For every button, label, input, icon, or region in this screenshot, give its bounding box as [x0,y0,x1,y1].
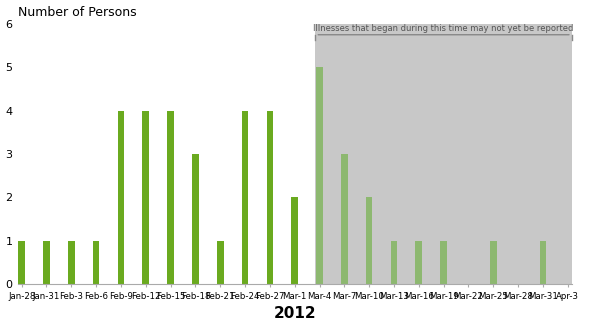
Bar [142,111,149,284]
Bar [118,111,124,284]
Text: Number of Persons: Number of Persons [17,6,136,19]
Bar [266,111,273,284]
X-axis label: 2012: 2012 [274,306,316,321]
Bar [292,198,298,284]
Bar [415,241,422,284]
Bar [490,241,497,284]
Bar [341,154,347,284]
Bar [43,241,50,284]
Bar [366,198,373,284]
Bar [167,111,174,284]
Bar [316,24,572,284]
Bar [192,154,199,284]
Bar [391,241,397,284]
Bar [316,67,323,284]
Bar [19,241,25,284]
Bar [539,241,546,284]
Bar [68,241,74,284]
Bar [93,241,100,284]
Bar [440,241,447,284]
Bar [242,111,248,284]
Bar [217,241,224,284]
Text: Illnesses that began during this time may not yet be reported: Illnesses that began during this time ma… [313,24,574,33]
